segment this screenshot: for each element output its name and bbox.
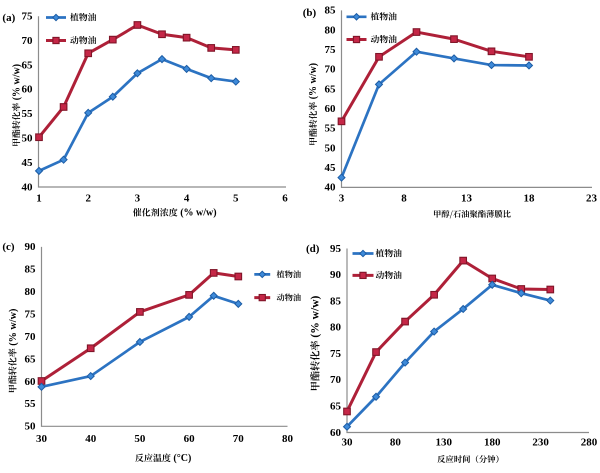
svg-text:70: 70 bbox=[25, 331, 37, 343]
svg-text:55: 55 bbox=[25, 398, 37, 410]
svg-text:55: 55 bbox=[22, 108, 34, 120]
svg-text:65: 65 bbox=[22, 59, 34, 71]
svg-text:40: 40 bbox=[85, 433, 97, 445]
svg-text:45: 45 bbox=[22, 157, 34, 169]
svg-text:180: 180 bbox=[484, 436, 501, 448]
svg-text:1: 1 bbox=[36, 193, 42, 205]
svg-text:50: 50 bbox=[134, 433, 146, 445]
svg-text:13: 13 bbox=[461, 193, 473, 205]
svg-text:(c): (c) bbox=[2, 241, 15, 253]
svg-text:6: 6 bbox=[282, 193, 288, 205]
svg-text:4: 4 bbox=[184, 193, 190, 205]
svg-text:3: 3 bbox=[339, 193, 345, 205]
svg-text:90: 90 bbox=[25, 241, 37, 253]
svg-text:80: 80 bbox=[325, 24, 337, 36]
svg-text:80: 80 bbox=[390, 436, 402, 448]
svg-text:65: 65 bbox=[25, 353, 37, 365]
svg-text:30: 30 bbox=[36, 433, 48, 445]
svg-text:70: 70 bbox=[325, 64, 337, 76]
svg-text:80: 80 bbox=[282, 433, 294, 445]
svg-text:60: 60 bbox=[22, 84, 34, 96]
svg-text:70: 70 bbox=[22, 35, 34, 47]
svg-text:5: 5 bbox=[233, 193, 239, 205]
svg-text:80: 80 bbox=[330, 322, 342, 334]
svg-text:280: 280 bbox=[581, 436, 598, 448]
svg-text:230: 230 bbox=[532, 436, 549, 448]
svg-text:60: 60 bbox=[184, 433, 196, 445]
svg-text:(°C): (°C) bbox=[173, 453, 191, 464]
svg-text:75: 75 bbox=[22, 11, 34, 23]
svg-text:90: 90 bbox=[330, 269, 342, 281]
svg-text:50: 50 bbox=[25, 421, 37, 433]
svg-text:3: 3 bbox=[135, 193, 141, 205]
svg-text:18: 18 bbox=[524, 193, 536, 205]
svg-text:(d): (d) bbox=[306, 243, 320, 255]
svg-text:70: 70 bbox=[330, 374, 342, 386]
svg-text:60: 60 bbox=[325, 103, 337, 115]
svg-text:50: 50 bbox=[325, 142, 337, 154]
svg-text:45: 45 bbox=[325, 162, 337, 174]
svg-text:55: 55 bbox=[325, 123, 337, 135]
svg-text:40: 40 bbox=[22, 181, 34, 193]
svg-text:130: 130 bbox=[436, 436, 453, 448]
svg-text:65: 65 bbox=[325, 83, 337, 95]
svg-text:40: 40 bbox=[325, 182, 337, 194]
svg-text:75: 75 bbox=[25, 308, 37, 320]
svg-text:50: 50 bbox=[22, 133, 34, 145]
svg-text:85: 85 bbox=[25, 264, 37, 276]
svg-text:75: 75 bbox=[325, 44, 337, 56]
svg-text:8: 8 bbox=[401, 193, 407, 205]
svg-text:30: 30 bbox=[342, 436, 354, 448]
svg-text:60: 60 bbox=[330, 427, 342, 439]
svg-text:75: 75 bbox=[330, 348, 342, 360]
svg-text:65: 65 bbox=[330, 401, 342, 413]
svg-text:2: 2 bbox=[85, 193, 91, 205]
svg-text:85: 85 bbox=[330, 295, 342, 307]
svg-text:70: 70 bbox=[233, 433, 245, 445]
svg-text:85: 85 bbox=[325, 5, 337, 17]
svg-text:60: 60 bbox=[25, 376, 37, 388]
svg-text:95: 95 bbox=[330, 243, 342, 255]
svg-text:23: 23 bbox=[586, 193, 598, 205]
svg-text:(% w/w): (% w/w) bbox=[180, 208, 216, 219]
svg-text:80: 80 bbox=[25, 286, 37, 298]
svg-text:(b): (b) bbox=[303, 7, 317, 19]
svg-text:(a): (a) bbox=[2, 12, 15, 24]
